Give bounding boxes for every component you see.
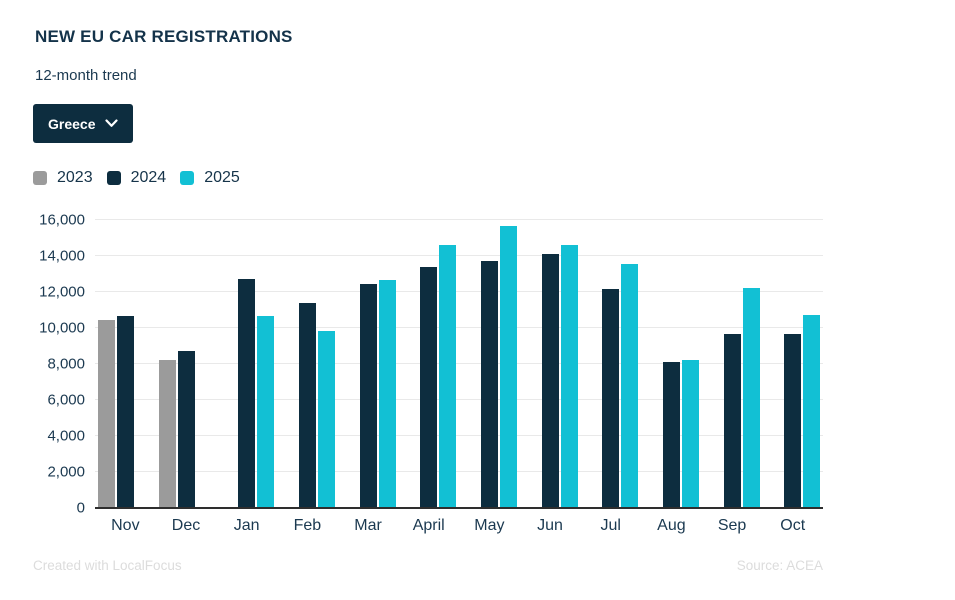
gridline bbox=[95, 363, 823, 364]
bar-2024-may[interactable] bbox=[480, 261, 498, 508]
gridline bbox=[95, 327, 823, 328]
bar-2024-nov[interactable] bbox=[116, 316, 134, 508]
bar-chart: 0 2,000 4,000 6,000 8,000 10,000 12,000 14,000 1… bbox=[35, 212, 880, 535]
bar-2024-jun[interactable] bbox=[541, 254, 559, 508]
bar-2024-mar[interactable] bbox=[359, 283, 377, 508]
bar-group bbox=[520, 220, 581, 508]
bar-group bbox=[277, 220, 338, 508]
y-tick-label: 4,000 bbox=[47, 427, 85, 445]
credit-text: Created with LocalFocus bbox=[33, 558, 182, 573]
gridline bbox=[95, 255, 823, 256]
y-tick-label: 8,000 bbox=[47, 355, 85, 373]
country-dropdown[interactable]: Greece bbox=[33, 104, 134, 143]
bar-2025-mar[interactable] bbox=[378, 280, 396, 508]
x-tick-label: Feb bbox=[293, 517, 322, 534]
country-dropdown-label: Greece bbox=[48, 115, 96, 132]
legend-swatch bbox=[106, 171, 121, 185]
y-tick-label: 0 bbox=[76, 499, 85, 517]
y-tick-label: 10,000 bbox=[39, 319, 85, 337]
bar-2024-jan[interactable] bbox=[238, 279, 256, 508]
y-tick-label: 16,000 bbox=[39, 211, 85, 229]
x-tick-label: Jul bbox=[600, 517, 621, 534]
bar-2024-sep[interactable] bbox=[723, 334, 741, 508]
chart-widget: NEW EU CAR REGISTRATIONS 12-month trend … bbox=[33, 27, 880, 573]
bar-group bbox=[580, 220, 641, 508]
bar-group bbox=[641, 220, 702, 508]
x-tick-label: Sep bbox=[717, 517, 747, 534]
page-title: NEW EU CAR REGISTRATIONS bbox=[35, 27, 293, 46]
legend-swatch bbox=[33, 171, 47, 185]
bar-2024-jul[interactable] bbox=[602, 289, 620, 508]
bar-group bbox=[762, 220, 823, 508]
bar-2024-oct[interactable] bbox=[784, 334, 802, 508]
x-axis-labels: Nov Dec Jan Feb Mar April May Jun Jul Aug Sep Oct bbox=[95, 517, 823, 535]
bar-2024-feb[interactable] bbox=[298, 302, 316, 508]
x-tick-label: Aug bbox=[657, 517, 686, 534]
legend-swatch bbox=[180, 171, 195, 185]
x-tick-label: Jun bbox=[537, 517, 563, 534]
bar-2024-april[interactable] bbox=[420, 266, 438, 508]
bar-2023-nov[interactable] bbox=[97, 319, 115, 508]
bar-2024-dec[interactable] bbox=[177, 351, 195, 508]
gridline bbox=[95, 219, 823, 220]
x-tick-label: Oct bbox=[780, 517, 806, 534]
bar-2025-jun[interactable] bbox=[560, 245, 578, 508]
bar-group bbox=[459, 220, 520, 508]
chart-legend: 2023 2024 2025 bbox=[33, 169, 880, 187]
gridline bbox=[95, 291, 823, 292]
y-tick-label: 12,000 bbox=[39, 283, 85, 301]
bar-2025-may[interactable] bbox=[499, 226, 517, 508]
legend-item-2024: 2024 bbox=[106, 169, 167, 187]
legend-label: 2024 bbox=[130, 169, 167, 186]
bar-group bbox=[702, 220, 763, 508]
chevron-down-icon bbox=[105, 119, 119, 128]
source-text: Source: ACEA bbox=[736, 558, 823, 573]
bar-2025-feb[interactable] bbox=[317, 330, 335, 508]
bar-2025-jul[interactable] bbox=[621, 264, 639, 508]
bar-group bbox=[95, 220, 156, 508]
bar-2025-aug[interactable] bbox=[681, 360, 699, 508]
x-tick-label: Mar bbox=[354, 517, 382, 534]
bar-group bbox=[338, 220, 399, 508]
gridline bbox=[95, 471, 823, 472]
gridline bbox=[95, 435, 823, 436]
legend-item-2023: 2023 bbox=[33, 169, 93, 187]
x-tick-label: May bbox=[474, 517, 505, 534]
x-axis-line bbox=[95, 507, 823, 509]
y-tick-label: 14,000 bbox=[39, 247, 85, 265]
y-tick-label: 2,000 bbox=[47, 463, 85, 481]
bar-group bbox=[398, 220, 459, 508]
bar-2023-dec[interactable] bbox=[158, 360, 176, 508]
chart-footer: Created with LocalFocus Source: ACEA bbox=[33, 558, 823, 573]
x-tick-label: Dec bbox=[171, 517, 201, 534]
bar-2025-sep[interactable] bbox=[742, 287, 760, 508]
bar-2025-april[interactable] bbox=[439, 245, 457, 508]
bar-2025-oct[interactable] bbox=[803, 314, 821, 508]
bars-layer bbox=[95, 220, 823, 508]
legend-label: 2023 bbox=[57, 169, 93, 186]
x-tick-label: Jan bbox=[233, 517, 260, 534]
chart-subtitle: 12-month trend bbox=[35, 67, 137, 84]
bar-2025-jan[interactable] bbox=[257, 316, 275, 508]
legend-item-2025: 2025 bbox=[180, 169, 240, 187]
gridline bbox=[95, 399, 823, 400]
y-tick-label: 6,000 bbox=[47, 391, 85, 409]
plot-area: 0 2,000 4,000 6,000 8,000 10,000 12,000 14,000 1… bbox=[39, 212, 823, 517]
bar-group bbox=[156, 220, 217, 508]
x-tick-label: April bbox=[412, 517, 445, 534]
x-tick-label: Nov bbox=[111, 517, 140, 534]
bar-2024-aug[interactable] bbox=[662, 362, 680, 508]
legend-label: 2025 bbox=[204, 169, 240, 186]
bar-group bbox=[216, 220, 277, 508]
